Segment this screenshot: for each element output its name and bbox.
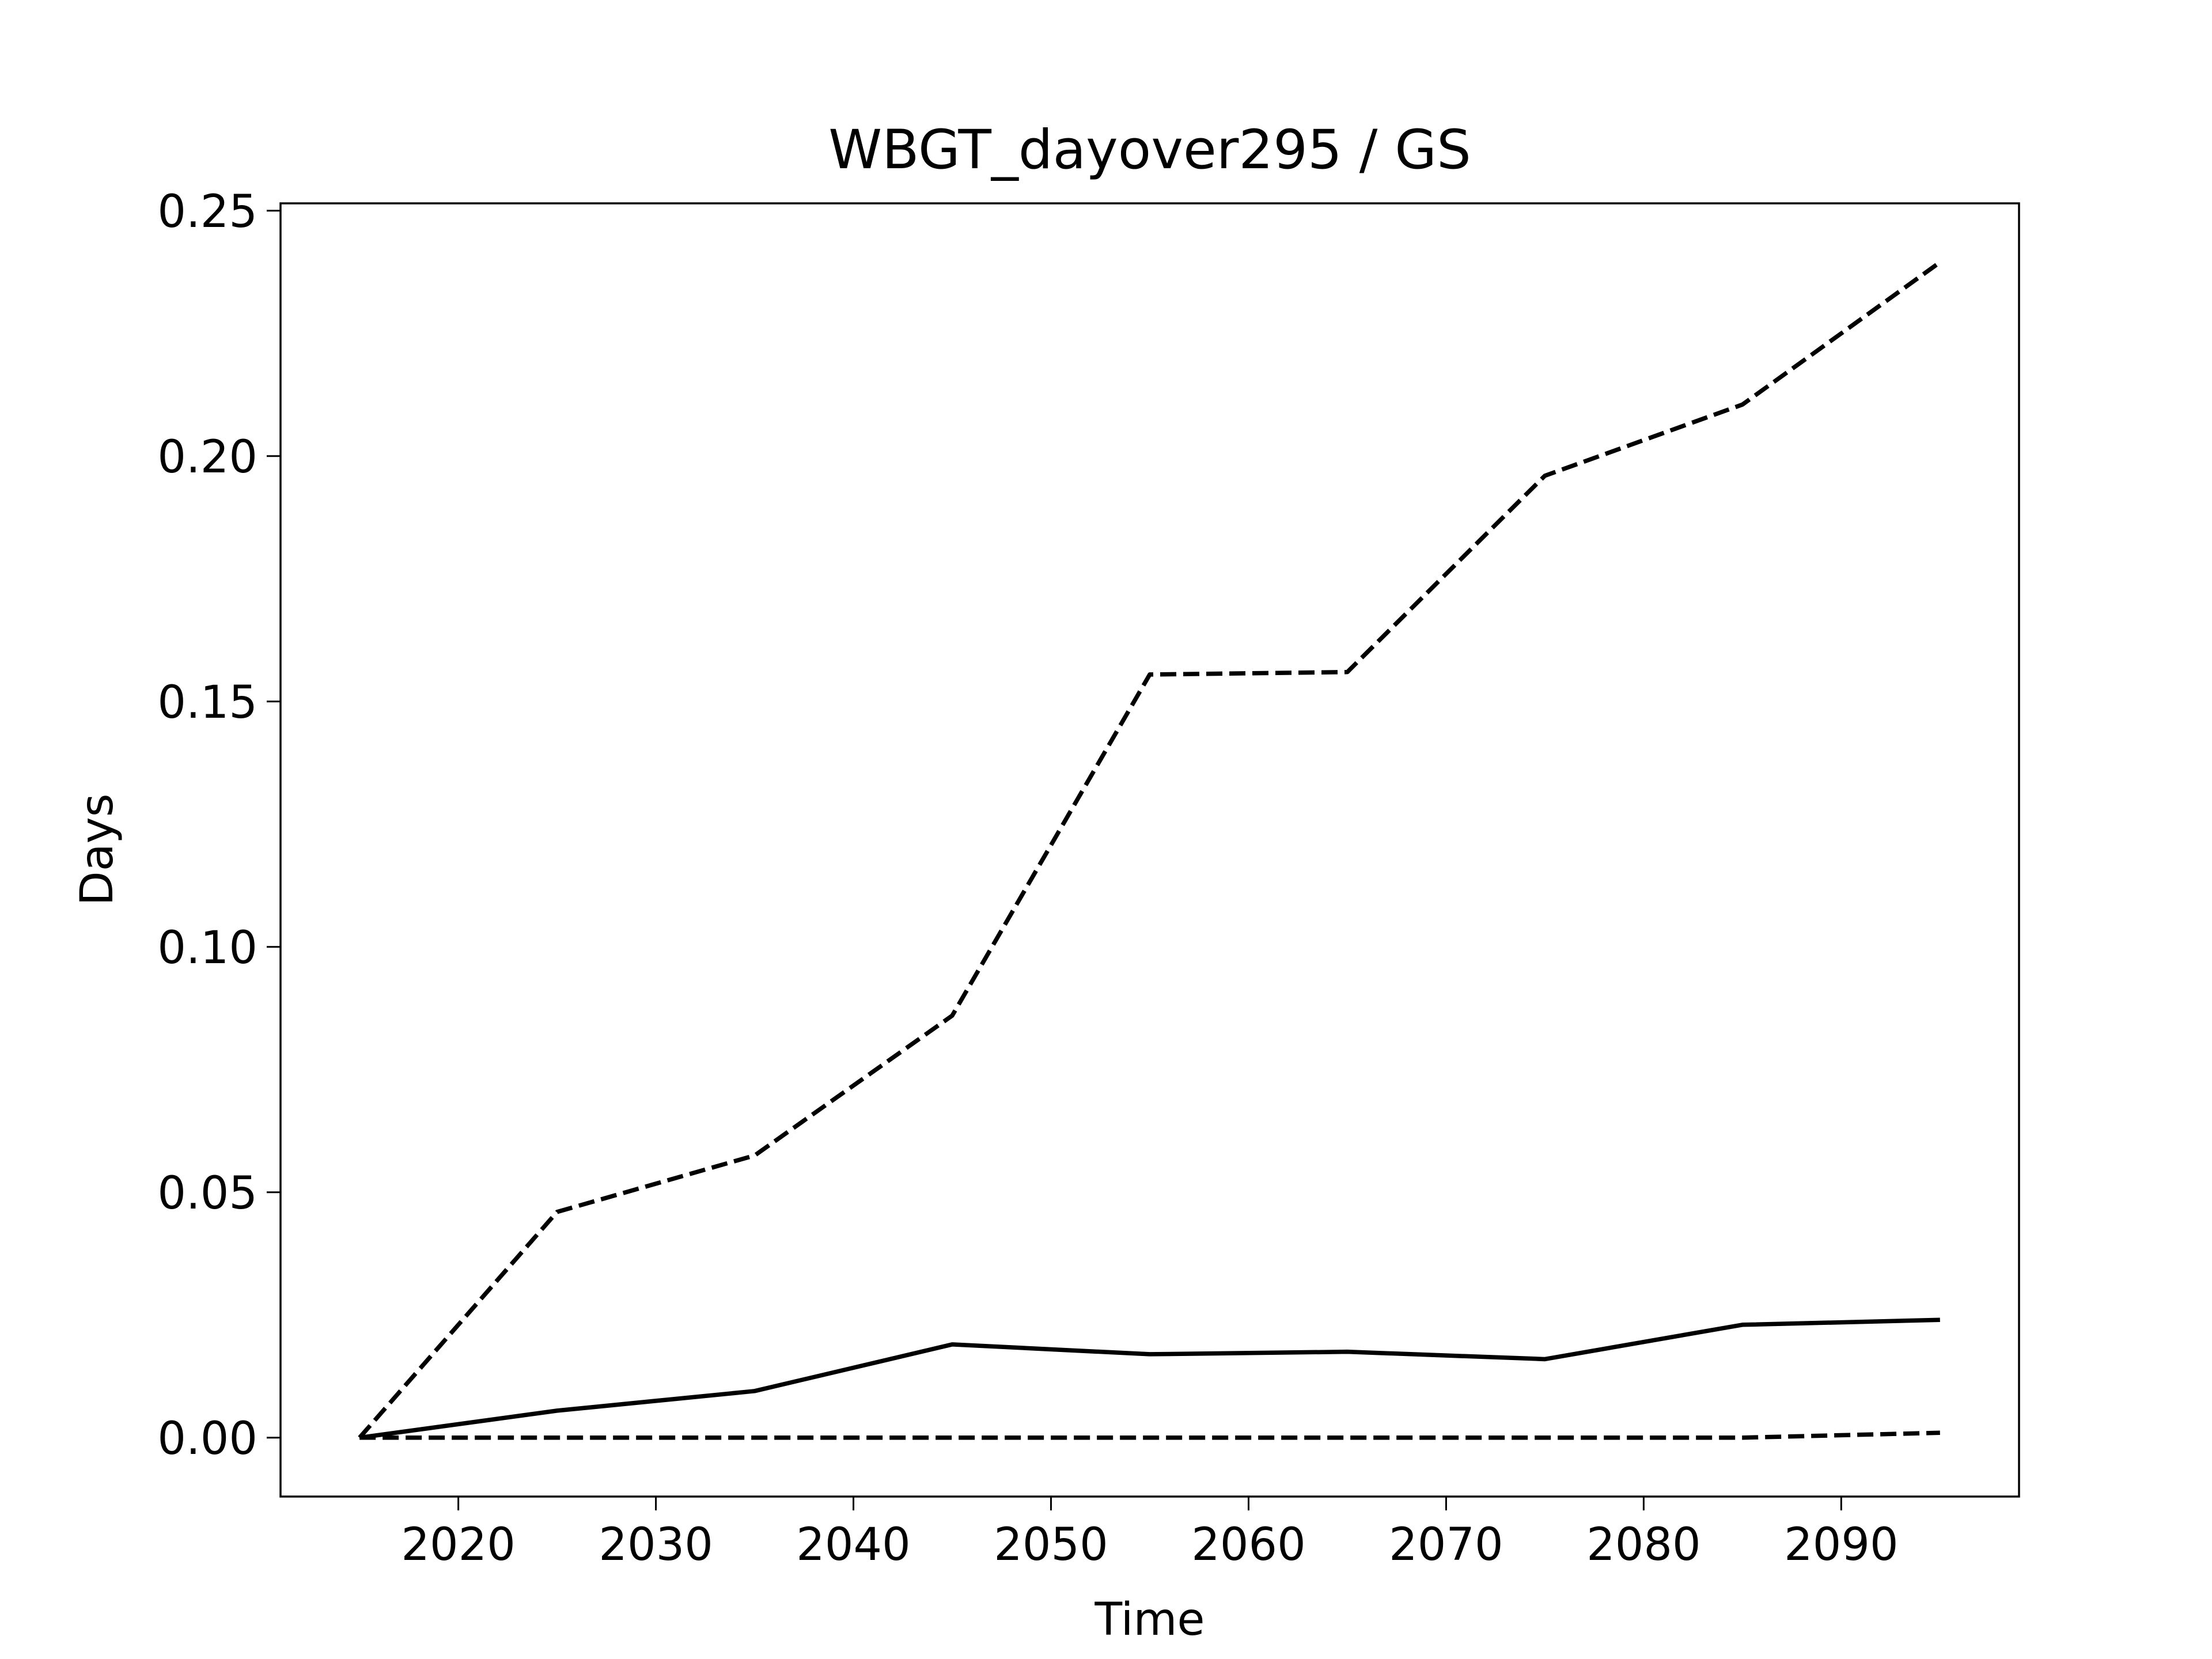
x-tick-label: 2020 xyxy=(401,1519,516,1571)
y-tick-label: 0.10 xyxy=(157,922,257,974)
y-tick-label: 0.25 xyxy=(157,186,257,238)
plot-frame xyxy=(279,202,2020,1498)
x-tick-label: 2080 xyxy=(1586,1519,1701,1571)
x-tick-label: 2070 xyxy=(1389,1519,1503,1571)
y-tick-label: 0.20 xyxy=(157,431,257,483)
x-tick-label: 2030 xyxy=(599,1519,713,1571)
x-tick-label: 2050 xyxy=(994,1519,1108,1571)
line-series xyxy=(359,1430,1940,1440)
line-series xyxy=(358,260,1942,1440)
y-tick-label: 0.05 xyxy=(157,1168,257,1219)
y-tick-label: 0.15 xyxy=(157,677,257,729)
x-tick-label: 2090 xyxy=(1784,1519,1899,1571)
y-axis-label: Days xyxy=(71,794,123,906)
x-tick-label: 2040 xyxy=(796,1519,911,1571)
chart-title: WBGT_dayover295 / GS xyxy=(828,119,1471,181)
y-tick-label: 0.00 xyxy=(157,1413,257,1465)
x-axis-label: Time xyxy=(1094,1594,1205,1646)
x-tick-label: 2060 xyxy=(1191,1519,1306,1571)
line-series xyxy=(359,1317,1940,1440)
